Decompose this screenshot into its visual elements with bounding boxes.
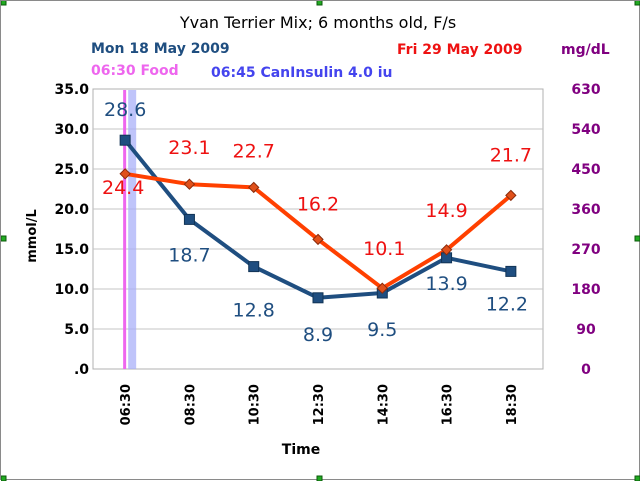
legend-series-2: Fri 29 May 2009: [397, 42, 523, 58]
x-tick-label: 10:30: [248, 384, 263, 425]
plot-area: [92, 88, 544, 370]
x-tick-label: 14:30: [376, 384, 391, 425]
y-axis-title: mmol/L: [25, 209, 40, 263]
y2-axis-unit: mg/dL: [561, 42, 610, 58]
axis-ticks: .0 0 5.0 90 10.0 180 15.0 270 20.0 360 25.0 450 30.0…: [54, 82, 600, 425]
data-label-series-1: 9.5: [367, 319, 397, 341]
data-label-series-1: 28.6: [104, 99, 146, 121]
resize-handle[interactable]: [1, 1, 7, 6]
y2-tick-label: 630: [571, 82, 600, 98]
chart-title: Yvan Terrier Mix; 6 months old, F/s: [179, 13, 456, 32]
data-label-series-1: 18.7: [168, 244, 210, 266]
data-label-series-2: 21.7: [490, 144, 532, 166]
data-point: [183, 178, 196, 190]
resize-handle[interactable]: [634, 475, 640, 481]
data-label-series-2: 14.9: [425, 200, 467, 222]
y-tick-label: 25.0: [54, 162, 89, 178]
data-label-series-2: 24.4: [102, 177, 144, 199]
data-label-series-2: 22.7: [233, 140, 275, 162]
resize-handle[interactable]: [316, 475, 323, 481]
annotation-insulin: 06:45 CanInsulin 4.0 iu: [211, 65, 392, 81]
y-tick-label: 5.0: [64, 322, 89, 338]
data-point: [248, 261, 260, 273]
data-point: [312, 233, 324, 246]
y2-tick-label: 180: [571, 282, 600, 298]
data-label-series-1: 12.2: [486, 293, 528, 315]
y-tick-label: 30.0: [54, 122, 89, 138]
y2-tick-label: 90: [576, 322, 596, 338]
data-point: [248, 181, 260, 194]
x-tick-label: 16:30: [441, 384, 456, 425]
y-tick-label: .0: [74, 362, 89, 378]
data-label-series-2: 10.1: [363, 238, 405, 260]
x-tick-label: 08:30: [183, 384, 198, 425]
series-lines: [119, 134, 517, 304]
x-tick-label: 18:30: [505, 384, 520, 425]
data-point: [505, 189, 517, 202]
data-label-series-2: 16.2: [297, 193, 339, 215]
data-label-series-2: 23.1: [168, 137, 210, 159]
grid-lines: [93, 128, 543, 330]
food-marker-line: [123, 90, 127, 369]
resize-handle[interactable]: [1, 235, 7, 242]
annotation-food: 06:30 Food: [91, 63, 179, 79]
annotation-lines: [123, 90, 137, 369]
data-point: [505, 265, 517, 277]
data-point: [119, 134, 131, 146]
resize-handle[interactable]: [634, 235, 640, 242]
y2-tick-label: 360: [571, 202, 600, 218]
y2-tick-label: 450: [571, 162, 600, 178]
resize-handle[interactable]: [316, 1, 323, 6]
y2-tick-label: 540: [571, 122, 600, 138]
y2-tick-label: 0: [581, 362, 591, 378]
data-point: [183, 213, 195, 225]
data-label-series-1: 12.8: [233, 300, 275, 322]
x-axis-title: Time: [282, 442, 320, 458]
y-tick-label: 10.0: [54, 282, 89, 298]
resize-handle[interactable]: [634, 1, 640, 6]
resize-handle[interactable]: [1, 475, 7, 481]
data-point: [376, 282, 388, 294]
y-tick-label: 35.0: [54, 82, 89, 98]
y-tick-label: 15.0: [54, 242, 89, 258]
y-tick-label: 20.0: [54, 202, 89, 218]
insulin-marker-line: [128, 90, 137, 369]
data-point: [119, 168, 131, 180]
data-point: [440, 244, 453, 256]
data-labels: 28.6 18.7 12.8 8.9 9.5 13.9 12.2 24.4 23.1 22.7 16…: [102, 99, 532, 346]
legend-series-1: Mon 18 May 2009: [91, 41, 230, 57]
data-point: [312, 292, 324, 304]
data-label-series-1: 8.9: [303, 324, 333, 346]
data-label-series-1: 13.9: [425, 273, 467, 295]
x-tick-label: 12:30: [312, 384, 327, 425]
y2-tick-label: 270: [571, 242, 600, 258]
x-tick-label: 06:30: [119, 384, 134, 425]
